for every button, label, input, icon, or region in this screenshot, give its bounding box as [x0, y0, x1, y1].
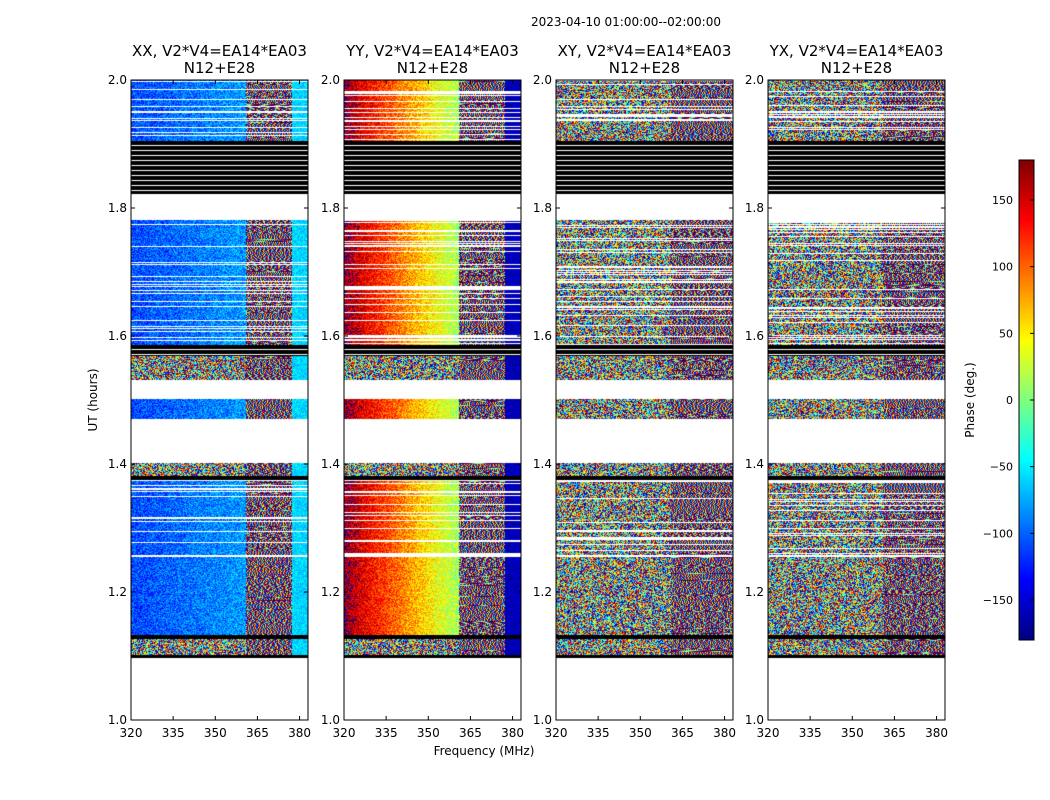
panel-title: XX, V2*V4=EA14*EA03 — [132, 42, 307, 60]
y-tick-label: 1.4 — [533, 457, 552, 471]
y-tick-label: 1.2 — [745, 585, 764, 599]
y-tick-label: 1.2 — [321, 585, 340, 599]
y-tick-label: 1.2 — [533, 585, 552, 599]
y-tick-label: 1.8 — [108, 201, 127, 215]
x-tick-label: 320 — [757, 726, 780, 740]
phase-heatmap — [131, 80, 308, 720]
y-tick-label: 2.0 — [108, 73, 127, 87]
x-tick-label: 380 — [713, 726, 736, 740]
y-tick-label: 1.0 — [533, 713, 552, 727]
figure-suptitle: 2023-04-10 01:00:00--02:00:00 — [531, 15, 721, 29]
y-tick-label: 2.0 — [745, 73, 764, 87]
x-tick-label: 350 — [204, 726, 227, 740]
x-tick-label: 320 — [120, 726, 143, 740]
x-tick-label: 380 — [925, 726, 948, 740]
y-axis-label: UT (hours) — [86, 368, 100, 431]
x-tick-label: 350 — [629, 726, 652, 740]
y-tick-label: 1.8 — [321, 201, 340, 215]
panel-frame — [130, 79, 309, 721]
y-tick-label: 1.4 — [745, 457, 764, 471]
x-tick-label: 350 — [841, 726, 864, 740]
colorbar-tick-label: −100 — [983, 527, 1013, 540]
y-tick-label: 1.6 — [321, 329, 340, 343]
colorbar-tick-label: 0 — [1006, 394, 1013, 407]
x-tick-label: 350 — [417, 726, 440, 740]
panel-title: XY, V2*V4=EA14*EA03 — [558, 42, 732, 60]
colorbar: 150 100 50 0 −50 −100 −150 Phase (deg.) — [963, 159, 1035, 641]
x-axis-label: Frequency (MHz) — [434, 744, 535, 758]
x-tick-label: 320 — [333, 726, 356, 740]
panel-subtitle: N12+E28 — [609, 59, 680, 77]
colorbar-tick-label: −150 — [983, 594, 1013, 607]
y-tick-label: 1.6 — [108, 329, 127, 343]
y-tick-label: 1.4 — [108, 457, 127, 471]
panel-frame — [343, 79, 522, 721]
y-tick-label: 1.0 — [321, 713, 340, 727]
y-tick-label: 1.0 — [745, 713, 764, 727]
panel-frame — [767, 79, 946, 721]
colorbar-label: Phase (deg.) — [963, 362, 977, 437]
panel-title: YY, V2*V4=EA14*EA03 — [345, 42, 519, 60]
x-tick-label: 380 — [288, 726, 311, 740]
panel-subtitle: N12+E28 — [821, 59, 892, 77]
y-tick-label: 2.0 — [321, 73, 340, 87]
panel-frame — [555, 79, 734, 721]
y-tick-label: 1.8 — [745, 201, 764, 215]
phase-heatmap — [768, 80, 945, 720]
y-tick-label: 1.6 — [533, 329, 552, 343]
x-tick-label: 365 — [459, 726, 482, 740]
y-tick-label: 1.4 — [321, 457, 340, 471]
y-tick-label: 2.0 — [533, 73, 552, 87]
x-tick-label: 365 — [246, 726, 269, 740]
x-tick-label: 335 — [162, 726, 185, 740]
y-tick-label: 1.2 — [108, 585, 127, 599]
x-tick-label: 380 — [501, 726, 524, 740]
y-tick-label: 1.6 — [745, 329, 764, 343]
x-tick-label: 365 — [671, 726, 694, 740]
colorbar-tick-label: 100 — [992, 261, 1013, 274]
colorbar-tick-label: 150 — [992, 194, 1013, 207]
panel-title: YX, V2*V4=EA14*EA03 — [769, 42, 944, 60]
y-tick-label: 1.8 — [533, 201, 552, 215]
x-tick-label: 335 — [375, 726, 398, 740]
x-tick-label: 335 — [799, 726, 822, 740]
colorbar-tick-label: −50 — [990, 461, 1013, 474]
colorbar-gradient — [1019, 160, 1034, 640]
phase-heatmap — [344, 80, 521, 720]
x-tick-label: 320 — [545, 726, 568, 740]
panel-subtitle: N12+E28 — [397, 59, 468, 77]
colorbar-tick-label: 50 — [999, 327, 1013, 340]
x-tick-label: 335 — [587, 726, 610, 740]
y-tick-label: 1.0 — [108, 713, 127, 727]
phase-heatmap — [556, 80, 733, 720]
panel-subtitle: N12+E28 — [184, 59, 255, 77]
x-tick-label: 365 — [883, 726, 906, 740]
